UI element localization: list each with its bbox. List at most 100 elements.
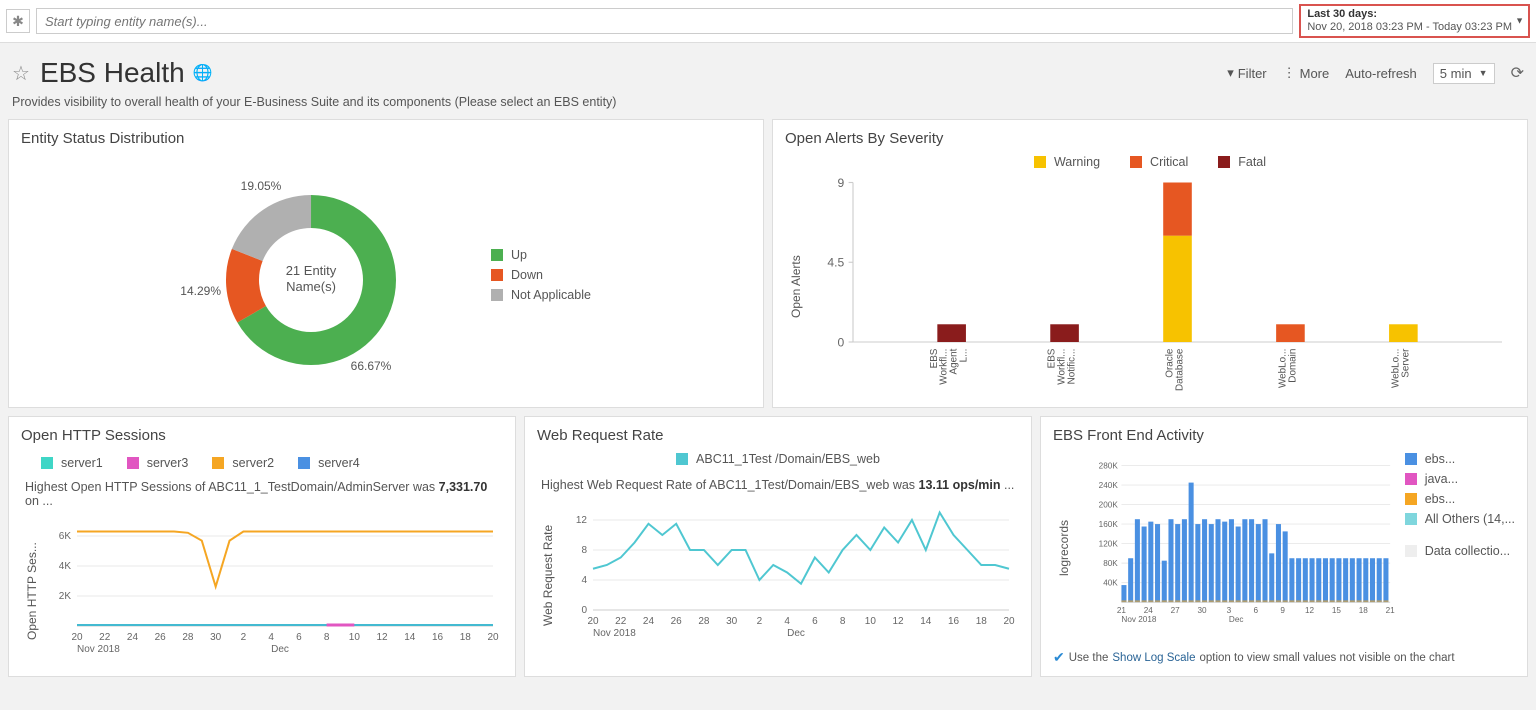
more-button[interactable]: ⋮More [1283,65,1330,81]
svg-text:6K: 6K [59,531,72,542]
chevron-down-icon: ▼ [1479,68,1488,78]
panel-http-sessions: Open HTTP Sessions server1 server3 server2… [8,416,516,677]
svg-text:Database: Database [1174,348,1185,391]
legend-item[interactable]: ebs... [1405,452,1515,466]
legend-item[interactable]: ABC11_1Test /Domain/EBS_web [676,452,880,466]
svg-text:Nov 2018: Nov 2018 [593,628,636,639]
refresh-icon[interactable]: ⟳ [1511,63,1524,83]
donut-legend: Up Down Not Applicable [491,248,591,302]
svg-text:9: 9 [837,177,844,190]
svg-text:4.5: 4.5 [827,256,844,270]
donut-chart: 21 Entity Name(s) 19.05% 14.29% 66.67% [181,155,441,395]
svg-text:Dec: Dec [271,644,289,655]
panel-open-alerts: Open Alerts By Severity WarningCriticalF… [772,119,1528,408]
data-collection-badge: Data collectio... [1405,544,1515,558]
svg-text:8: 8 [581,545,587,556]
svg-text:4: 4 [268,632,274,643]
svg-text:2K: 2K [59,591,72,602]
svg-text:6: 6 [1254,606,1259,615]
legend-item[interactable]: ebs... [1405,492,1515,506]
page-title-text: EBS Health [40,57,185,89]
filter-button[interactable]: ▾Filter [1227,65,1266,81]
legend-item[interactable]: server3 [127,456,189,470]
show-log-scale-link[interactable]: Show Log Scale [1112,652,1195,664]
svg-text:10: 10 [349,632,361,643]
svg-text:14: 14 [404,632,416,643]
funnel-icon: ▾ [1227,65,1234,81]
svg-text:21: 21 [1117,606,1127,615]
svg-text:21: 21 [1386,606,1395,615]
svg-text:30: 30 [210,632,222,643]
legend-item[interactable]: java... [1405,472,1515,486]
svg-text:12: 12 [893,616,905,627]
svg-text:28: 28 [182,632,194,643]
autorefresh-select[interactable]: 5 min ▼ [1433,63,1495,84]
legend-item[interactable]: server2 [212,456,274,470]
svg-text:20: 20 [71,632,83,643]
svg-text:30: 30 [1197,606,1207,615]
svg-text:14: 14 [920,616,932,627]
legend-item[interactable]: Fatal [1218,155,1266,169]
check-circle-icon: ✔ [1053,649,1065,666]
svg-text:4K: 4K [59,561,72,572]
date-range-detail: Nov 20, 2018 03:23 PM - Today 03:23 PM [1307,21,1512,34]
svg-text:9: 9 [1280,606,1285,615]
y-axis-label: Open HTTP Ses... [21,516,43,666]
page-header: ☆ EBS Health 🌐 ▾Filter ⋮More Auto-refres… [0,43,1536,95]
svg-text:Dec: Dec [1229,616,1244,625]
y-axis-label: Open Alerts [785,177,807,397]
svg-text:22: 22 [615,616,627,627]
svg-text:21 Entity: 21 Entity [286,263,337,278]
svg-text:24: 24 [127,632,139,643]
svg-text:2: 2 [757,616,763,627]
svg-text:8: 8 [840,616,846,627]
legend-item[interactable]: Critical [1130,155,1188,169]
svg-text:200K: 200K [1099,501,1119,510]
panel-entity-status: Entity Status Distribution 21 Entity Nam… [8,119,764,408]
web-caption: Highest Web Request Rate of ABC11_1Test/… [541,478,1019,492]
date-range-picker[interactable]: Last 30 days: Nov 20, 2018 03:23 PM - To… [1299,4,1530,38]
legend-item[interactable]: Up [491,248,591,262]
panel-title: Open HTTP Sessions [21,427,503,444]
svg-text:6: 6 [812,616,818,627]
svg-text:Nov 2018: Nov 2018 [1121,616,1156,625]
legend-item[interactable]: server1 [41,456,103,470]
svg-text:Server: Server [1400,348,1411,378]
svg-text:27: 27 [1171,606,1181,615]
page-title: EBS Health 🌐 [40,57,213,89]
legend-item[interactable]: Not Applicable [491,288,591,302]
svg-text:19.05%: 19.05% [241,179,282,193]
svg-text:10: 10 [865,616,877,627]
svg-text:4: 4 [581,575,587,586]
svg-text:26: 26 [671,616,683,627]
svg-text:12: 12 [1305,606,1315,615]
svg-text:80K: 80K [1103,559,1118,568]
svg-text:20: 20 [587,616,599,627]
legend-item[interactable]: server4 [298,456,360,470]
svg-text:66.67%: 66.67% [351,359,392,373]
svg-text:16: 16 [948,616,960,627]
svg-text:240K: 240K [1099,481,1119,490]
svg-text:Notific...: Notific... [1066,349,1077,385]
web-legend: ABC11_1Test /Domain/EBS_web [537,452,1019,466]
svg-text:Name(s): Name(s) [286,279,336,294]
app-menu-button[interactable]: ✱ [6,9,30,33]
svg-text:12: 12 [377,632,389,643]
svg-text:20: 20 [1003,616,1015,627]
chevron-down-icon: ▼ [1515,16,1524,27]
svg-text:18: 18 [976,616,988,627]
date-range-title: Last 30 days: [1307,8,1512,21]
panel-web-request: Web Request Rate ABC11_1Test /Domain/EBS… [524,416,1032,677]
front-chart: 40K80K120K160K200K240K280K21Nov 20182427… [1085,452,1395,643]
legend-item[interactable]: Down [491,268,591,282]
page-subtitle: Provides visibility to overall health of… [0,95,1536,119]
legend-item[interactable]: Warning [1034,155,1100,169]
svg-text:12: 12 [576,515,588,526]
topbar: ✱ Last 30 days: Nov 20, 2018 03:23 PM - … [0,0,1536,43]
row-2: Open HTTP Sessions server1 server3 server2… [0,416,1536,685]
alerts-chart: 04.59EBSWorkfl...AgentL...EBSWorkfl...No… [807,177,1515,397]
svg-text:40K: 40K [1103,579,1118,588]
entity-search-input[interactable] [36,8,1293,34]
favorite-star-icon[interactable]: ☆ [12,61,30,86]
legend-item[interactable]: All Others (14,... [1405,512,1515,526]
